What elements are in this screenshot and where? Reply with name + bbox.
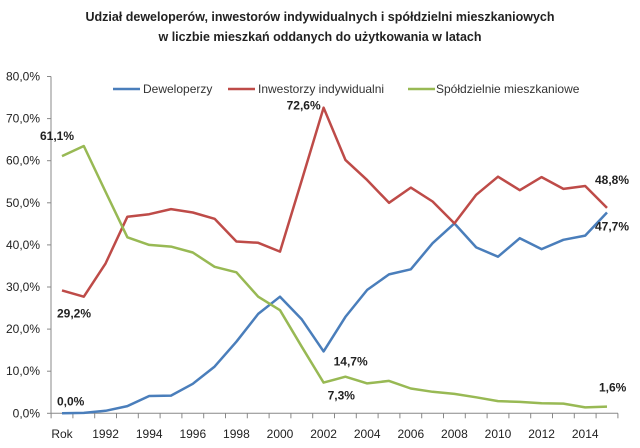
y-tick-label: 30,0% <box>6 280 40 294</box>
data-label: 61,1% <box>40 129 74 143</box>
x-tick-label: 2004 <box>354 427 381 441</box>
legend-label: Spółdzielnie mieszkaniowe <box>436 82 580 96</box>
chart-title-line-2: w liczbie mieszkań oddanych do użytkowan… <box>158 30 482 44</box>
data-label: 72,6% <box>287 99 321 113</box>
data-label: 14,7% <box>334 354 368 368</box>
x-tick-label: 1998 <box>223 427 250 441</box>
data-label: 0,0% <box>57 394 85 408</box>
x-tick-label: 2012 <box>528 427 555 441</box>
x-tick-label: Rok <box>51 427 73 441</box>
x-tick-label: 2002 <box>310 427 337 441</box>
x-tick-label: 2000 <box>267 427 294 441</box>
y-tick-label: 60,0% <box>6 154 40 168</box>
x-tick-label: 1992 <box>92 427 119 441</box>
y-tick-label: 50,0% <box>6 196 40 210</box>
series-line-3 <box>61 144 608 409</box>
series-line-1 <box>61 211 608 415</box>
data-label: 47,7% <box>595 219 629 233</box>
x-tick-label: 2014 <box>572 427 599 441</box>
data-label: 1,6% <box>599 381 627 395</box>
chart-title-line-1: Udział deweloperów, inwestorów indywidua… <box>85 10 555 24</box>
data-label: 48,8% <box>595 173 629 187</box>
legend-label: Deweloperzy <box>143 82 212 96</box>
x-tick-label: 1994 <box>136 427 163 441</box>
y-tick-label: 40,0% <box>6 238 40 252</box>
x-tick-label: 2008 <box>441 427 468 441</box>
x-tick-label: 2006 <box>397 427 424 441</box>
data-label: 29,2% <box>57 306 91 320</box>
legend-label: Inwestorzy indywidualni <box>258 82 384 96</box>
x-tick-label: 2010 <box>485 427 512 441</box>
y-tick-label: 70,0% <box>6 112 40 126</box>
y-tick-label: 10,0% <box>6 364 40 378</box>
x-tick-label: 1996 <box>179 427 206 441</box>
y-tick-label: 20,0% <box>6 322 40 336</box>
data-label: 7,3% <box>328 389 356 403</box>
series-line-2 <box>61 106 608 298</box>
y-tick-label: 80,0% <box>6 70 40 84</box>
y-tick-label: 0,0% <box>13 406 41 420</box>
